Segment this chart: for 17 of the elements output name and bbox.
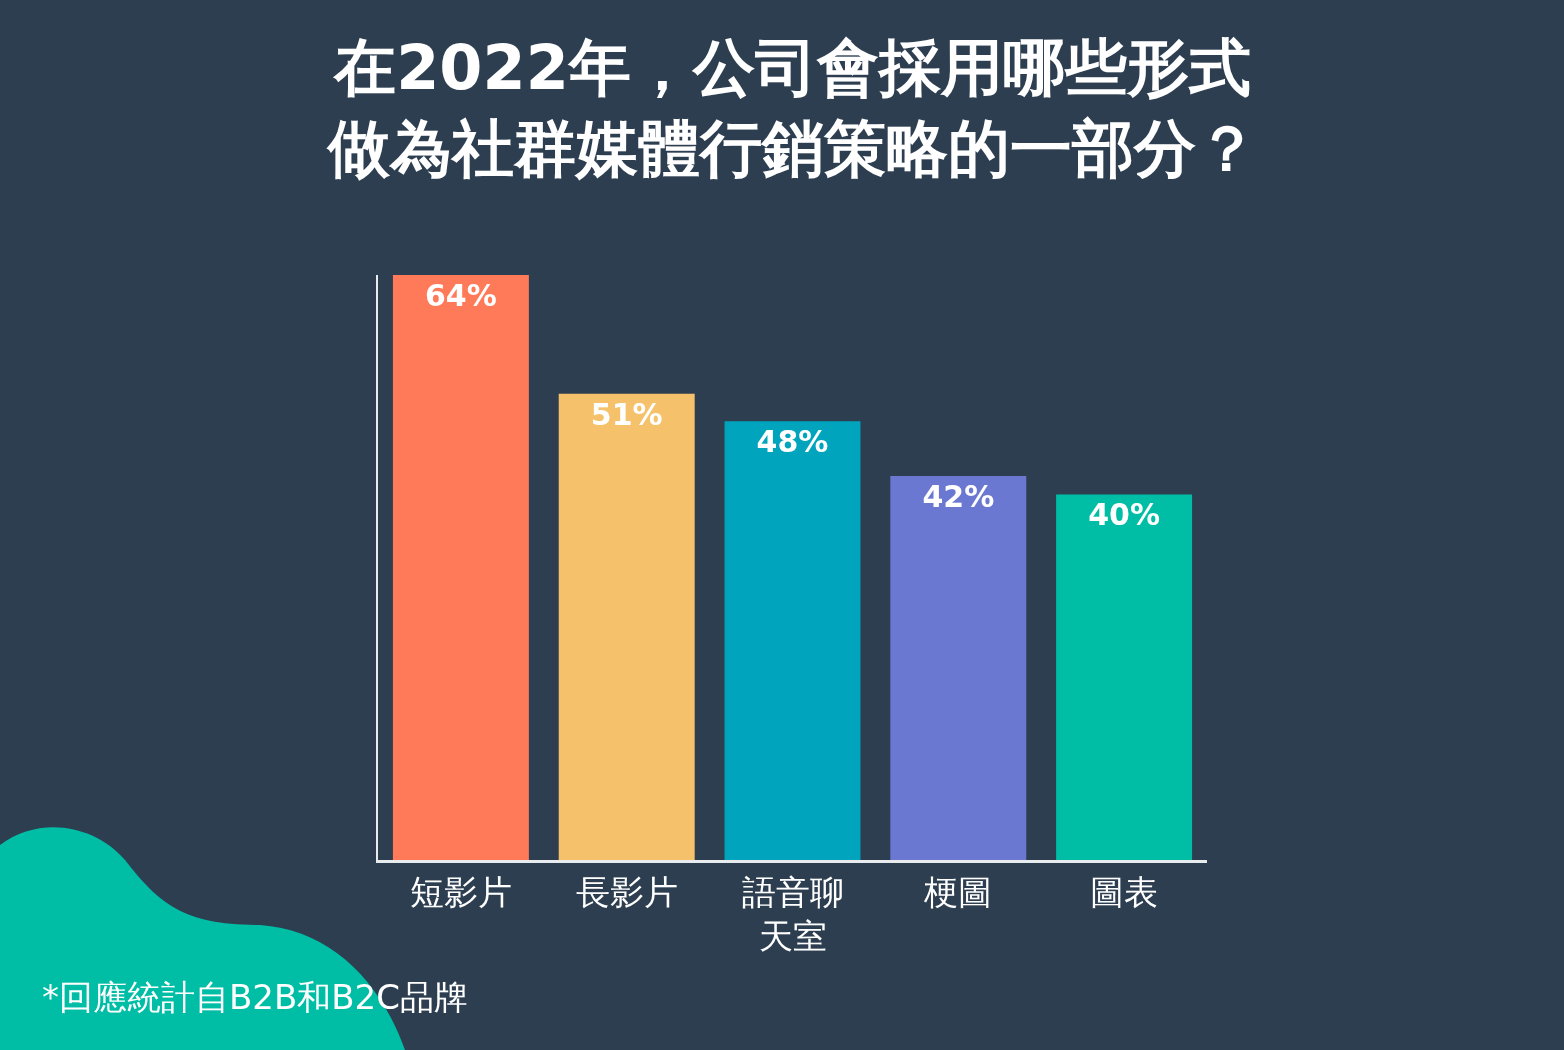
x-tick-label: 長影片 (575, 871, 678, 912)
x-tick-label: 梗圖 (923, 871, 993, 912)
data-label: 40% (1088, 497, 1161, 533)
chart-title: 在2022年，公司會採用哪些形式做為社群媒體行銷策略的一部分？ (325, 31, 1258, 185)
bar (724, 421, 861, 860)
x-tick-label: 短影片 (409, 871, 512, 912)
x-tick-label: 語音聊天室 (741, 871, 844, 956)
data-label: 51% (590, 396, 663, 432)
bar (890, 476, 1027, 860)
data-label: 42% (922, 479, 995, 515)
bar (1056, 494, 1193, 860)
x-tick-label: 圖表 (1090, 871, 1159, 912)
data-label: 48% (756, 424, 829, 460)
data-label: 64% (424, 278, 497, 313)
text: *回應統計自B2B和B2C品牌 (42, 977, 468, 1017)
bar (392, 275, 529, 860)
bar (558, 393, 695, 860)
